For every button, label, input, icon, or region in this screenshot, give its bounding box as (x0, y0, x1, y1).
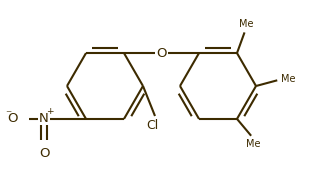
Text: O: O (156, 47, 167, 60)
Text: Me: Me (239, 19, 253, 29)
Text: Me: Me (246, 139, 261, 149)
Text: Me: Me (281, 74, 296, 84)
Text: ⁻: ⁻ (5, 108, 12, 121)
Text: O: O (7, 112, 18, 125)
Text: N: N (39, 112, 49, 125)
Text: O: O (39, 147, 49, 160)
Text: +: + (46, 107, 53, 116)
Text: Cl: Cl (146, 119, 158, 132)
